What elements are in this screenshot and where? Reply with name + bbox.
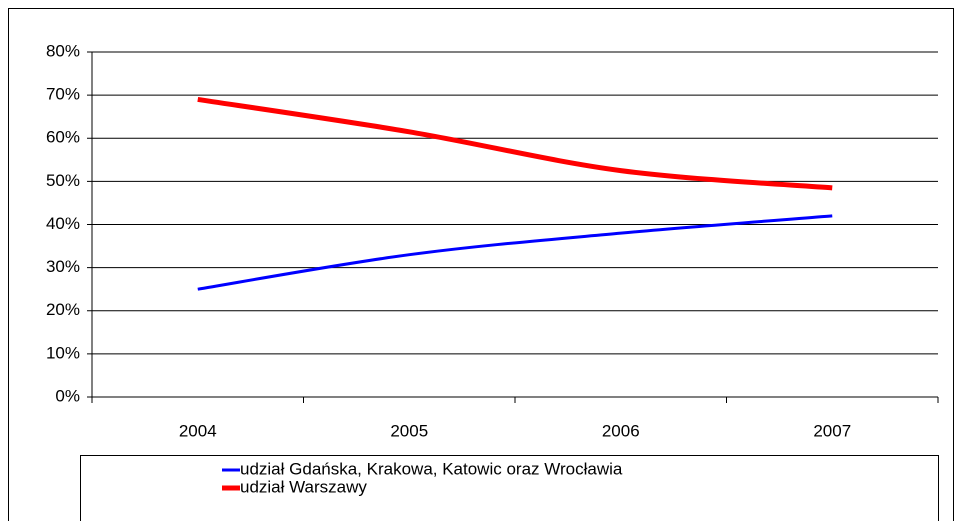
y-tick-label: 60% [46, 128, 80, 147]
x-tick-label: 2004 [179, 421, 217, 440]
chart-border [8, 8, 954, 521]
y-tick-label: 30% [46, 257, 80, 276]
y-tick-label: 50% [46, 171, 80, 190]
series-line [197, 96, 833, 191]
y-tick-label: 80% [46, 41, 80, 60]
x-tick-label: 2005 [390, 421, 428, 440]
y-tick-label: 70% [46, 85, 80, 104]
y-tick-label: 20% [46, 300, 80, 319]
y-tick-label: 0% [55, 386, 80, 405]
y-tick-label: 40% [46, 214, 80, 233]
x-tick-label: 2007 [813, 421, 851, 440]
y-tick-label: 10% [46, 343, 80, 362]
legend-label: udział Warszawy [240, 477, 367, 496]
series-line [197, 214, 833, 291]
x-tick-label: 2006 [602, 421, 640, 440]
legend-label: udział Gdańska, Krakowa, Katowic oraz Wr… [240, 459, 623, 478]
